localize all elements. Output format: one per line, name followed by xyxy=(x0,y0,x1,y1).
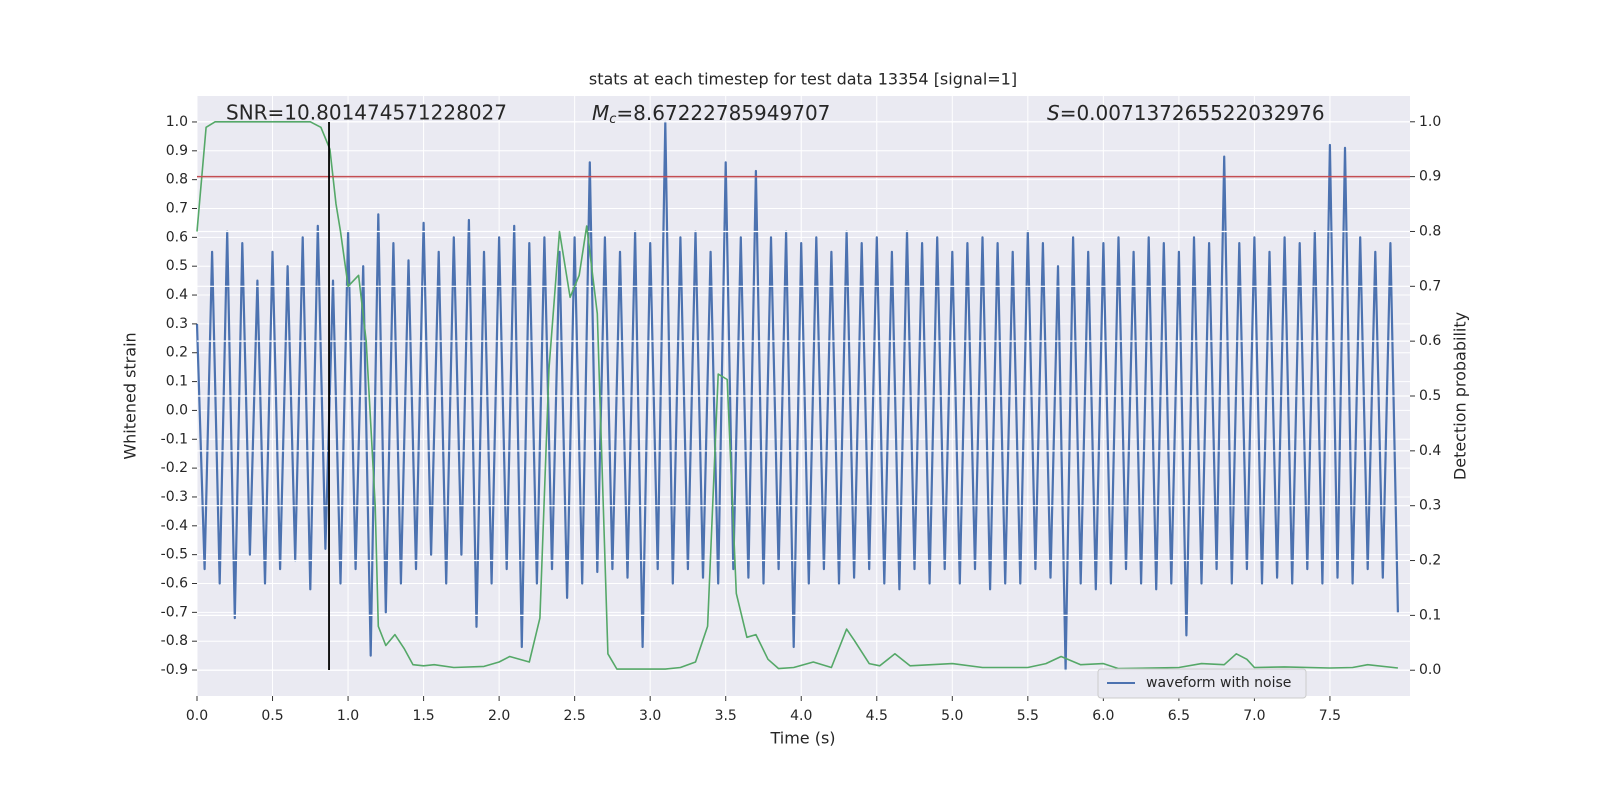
x-tick-label: 6.0 xyxy=(1092,708,1114,724)
y2-axis-label: Detection probability xyxy=(1451,312,1470,480)
x-tick-label: 7.0 xyxy=(1243,708,1265,724)
x-tick-label: 1.5 xyxy=(412,708,434,724)
x-tick-label: 7.5 xyxy=(1319,708,1341,724)
y-tick-label: 0.0 xyxy=(166,402,188,418)
overlay-layer xyxy=(196,121,1410,671)
y-tick-label: -0.5 xyxy=(161,547,188,563)
y2-tick-label: 0.8 xyxy=(1419,223,1441,239)
series-line xyxy=(196,121,1398,670)
y-tick-label: 0.9 xyxy=(166,143,188,159)
y-tick-label: 0.1 xyxy=(166,374,188,390)
chart-title: stats at each timestep for test data 133… xyxy=(589,70,1017,89)
x-tick-label: 4.0 xyxy=(790,708,812,724)
y-tick-label: 0.3 xyxy=(166,316,188,332)
y-tick-label: -0.6 xyxy=(161,576,188,592)
y-tick-label: -0.7 xyxy=(161,604,188,620)
y-tick-label: 0.4 xyxy=(166,287,188,303)
y2-tick-label: 0.0 xyxy=(1419,662,1441,678)
y2-tick-label: 0.5 xyxy=(1419,388,1441,404)
y-tick-label: 0.6 xyxy=(166,229,188,245)
y-tick-label: -0.3 xyxy=(161,489,188,505)
y2-tick-label: 1.0 xyxy=(1419,114,1441,130)
y-axis-label: Whitened strain xyxy=(121,332,140,459)
y-tick-label: -0.1 xyxy=(161,431,188,447)
x-tick-label: 2.0 xyxy=(488,708,510,724)
annotation: Mc=8.67222785949707 xyxy=(592,101,830,127)
legend-label: waveform with noise xyxy=(1146,675,1291,691)
annotation: S=0.007137265522032976 xyxy=(1047,101,1325,125)
y2-tick-label: 0.2 xyxy=(1419,553,1441,569)
x-tick-label: 4.5 xyxy=(866,708,888,724)
x-tick-label: 2.5 xyxy=(564,708,586,724)
y-tick-label: -0.2 xyxy=(161,460,188,476)
annotation-text: =0.007137265522032976 xyxy=(1060,101,1325,125)
y2-tick-label: 0.9 xyxy=(1419,169,1441,185)
y-tick-label: -0.9 xyxy=(161,662,188,678)
y2-tick-label: 0.4 xyxy=(1419,443,1441,459)
y-tick-label: 0.8 xyxy=(166,172,188,188)
y2-tick-label: 0.1 xyxy=(1419,607,1441,623)
x-tick-label: 3.0 xyxy=(639,708,661,724)
annotation-symbol: M xyxy=(592,101,609,125)
x-tick-label: 0.5 xyxy=(261,708,283,724)
y-tick-label: -0.4 xyxy=(161,518,188,534)
x-tick-label: 5.5 xyxy=(1017,708,1039,724)
annotation-text: =8.67222785949707 xyxy=(616,101,830,125)
y-tick-label: 1.0 xyxy=(166,114,188,130)
x-tick-label: 1.0 xyxy=(337,708,359,724)
y2-tick-label: 0.7 xyxy=(1419,278,1441,294)
annotation: SNR=10.801474571228027 xyxy=(226,101,507,125)
annotation-symbol: S xyxy=(1047,101,1060,125)
x-tick-label: 0.0 xyxy=(186,708,208,724)
annotation-subscript: c xyxy=(609,112,616,127)
y2-tick-label: 0.6 xyxy=(1419,333,1441,349)
y-tick-label: 0.7 xyxy=(166,201,188,217)
x-tick-label: 5.0 xyxy=(941,708,963,724)
x-tick-label: 3.5 xyxy=(715,708,737,724)
legend-box xyxy=(1097,668,1307,699)
y-tick-label: -0.8 xyxy=(161,633,188,649)
x-tick-label: 6.5 xyxy=(1168,708,1190,724)
series-line xyxy=(195,120,1399,672)
x-axis-label: Time (s) xyxy=(769,729,835,748)
y2-tick-label: 0.3 xyxy=(1419,498,1441,514)
y-tick-label: 0.2 xyxy=(166,345,188,361)
y-tick-label: 0.5 xyxy=(166,258,188,274)
